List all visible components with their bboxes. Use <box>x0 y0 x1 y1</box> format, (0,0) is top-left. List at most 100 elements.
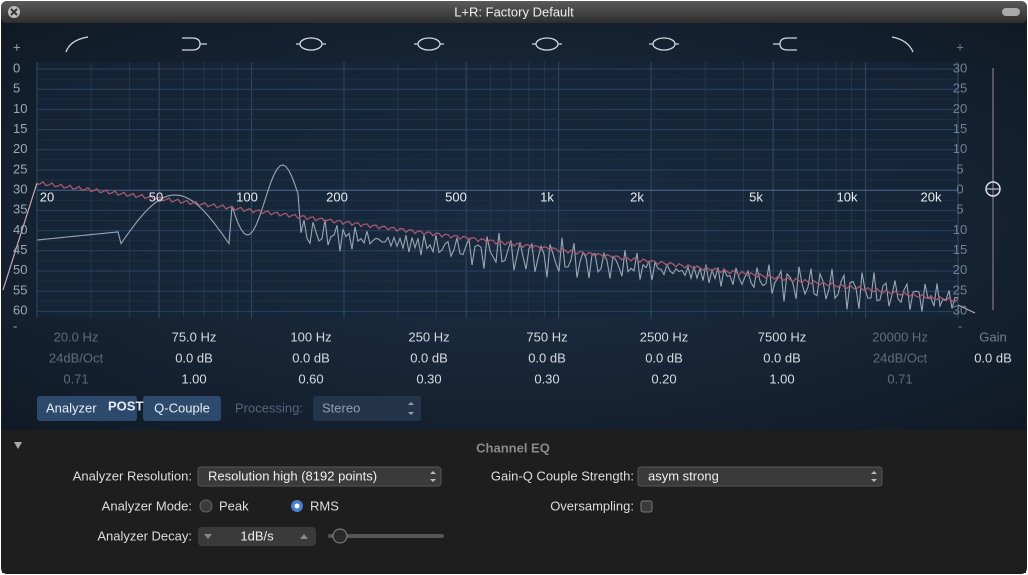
band-gain: 0.0 dB <box>292 350 330 365</box>
analyzer-average <box>36 180 959 303</box>
band-q: 1.00 <box>769 371 794 386</box>
resolution-popup[interactable] <box>197 466 442 487</box>
decay-stepper[interactable] <box>198 527 316 546</box>
band-frequency: 75.0 Hz <box>172 329 217 344</box>
left-scale-label: 25 <box>13 161 27 176</box>
right-scale-label: 30 <box>953 60 967 75</box>
left-scale-label: 50 <box>13 262 27 277</box>
band-gain: 0.0 dB <box>175 350 213 365</box>
left-scale-label: + <box>13 39 21 54</box>
freq-label: 500 <box>445 189 467 204</box>
band-gain: 0.0 dB <box>645 350 683 365</box>
band-frequency: 20000 Hz <box>872 329 928 344</box>
window-title: L+R: Factory Default <box>454 4 574 19</box>
gain-q-value: asym strong <box>648 468 719 483</box>
right-scale-label: + <box>956 39 964 54</box>
band-q: 0.30 <box>416 371 441 386</box>
right-scale-label: 10 <box>953 141 967 156</box>
popup-arrows <box>871 471 877 482</box>
right-scale-label: - <box>958 318 962 333</box>
resolution-value: Resolution high (8192 points) <box>208 468 377 483</box>
freq-label: 200 <box>326 189 348 204</box>
band-frequency: 20.0 Hz <box>54 329 99 344</box>
freq-label: 1k <box>540 189 554 204</box>
mode-option: Peak <box>219 498 249 513</box>
band-q: 0.71 <box>887 371 912 386</box>
band-gain: 24dB/Oct <box>873 350 928 365</box>
left-scale-label: 35 <box>13 202 27 217</box>
band-gain: 0.0 dB <box>763 350 801 365</box>
window-toggle[interactable] <box>1002 8 1020 16</box>
right-scale-label: 20 <box>953 262 967 277</box>
right-scale-label: 0 <box>956 181 963 196</box>
right-scale-label: 5 <box>956 161 963 176</box>
left-scale-label: 55 <box>13 282 27 297</box>
processing-label: Processing: <box>235 400 303 415</box>
right-scale-label: 10 <box>953 222 967 237</box>
left-scale-label: 30 <box>13 181 27 196</box>
decay-value: 1dB/s <box>240 528 274 543</box>
right-scale-label: 25 <box>953 282 967 297</box>
processing-popup[interactable] <box>313 396 421 421</box>
resolution-label: Analyzer Resolution: <box>73 468 192 483</box>
analyzer-button-label: Analyzer <box>46 400 97 415</box>
popup-arrows <box>430 471 436 482</box>
left-scale-label: 0 <box>13 60 20 75</box>
left-scale-label: 20 <box>13 141 27 156</box>
close-icon <box>10 8 18 16</box>
mode-option: RMS <box>310 498 339 513</box>
freq-label: 100 <box>236 189 258 204</box>
right-scale-label: 25 <box>953 81 967 96</box>
panel-title: Channel EQ <box>476 440 550 455</box>
band-q: 0.20 <box>651 371 676 386</box>
analyzer-curve <box>36 164 959 312</box>
gain-q-popup[interactable] <box>637 466 883 487</box>
freq-label: 2k <box>630 189 644 204</box>
band-frequency: 250 Hz <box>408 329 449 344</box>
band-frequency: 7500 Hz <box>758 329 806 344</box>
band-gain: 0.0 dB <box>410 350 448 365</box>
left-scale-label: 10 <box>13 101 27 116</box>
left-scale-label: 45 <box>13 242 27 257</box>
gain-label: Gain <box>979 329 1006 344</box>
band-q: 0.30 <box>534 371 559 386</box>
freq-label: 20 <box>40 189 54 204</box>
oversampling-checkbox[interactable] <box>640 500 653 513</box>
analyzer-button[interactable] <box>37 396 137 421</box>
left-scale-label: 15 <box>13 121 27 136</box>
right-scale-label: 30 <box>953 302 967 317</box>
left-scale-label: - <box>13 318 17 333</box>
q-couple-label: Q-Couple <box>154 400 210 415</box>
right-scale-label: 20 <box>953 101 967 116</box>
post-label: POST <box>108 398 143 413</box>
band-frequency: 100 Hz <box>290 329 331 344</box>
decay-slider-knob[interactable] <box>332 528 348 544</box>
spectrum <box>2 164 976 314</box>
q-couple-button[interactable] <box>143 396 221 421</box>
band-gain: 24dB/Oct <box>49 350 104 365</box>
freq-label: 20k <box>921 189 942 204</box>
highshelf-icon[interactable] <box>773 37 797 51</box>
grid <box>36 62 959 318</box>
band-frequency: 2500 Hz <box>640 329 688 344</box>
band-icons <box>65 36 914 53</box>
gain-q-label: Gain-Q Couple Strength: <box>491 468 634 483</box>
band-q: 0.60 <box>298 371 323 386</box>
disclosure-triangle[interactable] <box>14 442 22 449</box>
left-scale-label: 5 <box>13 81 20 96</box>
settings-panel <box>2 430 1026 573</box>
freq-label: 10k <box>837 189 858 204</box>
lowcut-icon[interactable] <box>65 36 89 53</box>
band-gain: 0.0 dB <box>528 350 566 365</box>
gain-value: 0.0 dB <box>974 350 1012 365</box>
freq-label: 50 <box>149 189 163 204</box>
highcut-icon[interactable] <box>891 36 914 53</box>
radio-dot <box>294 503 300 509</box>
lowshelf-icon[interactable] <box>182 37 207 51</box>
band-q: 1.00 <box>181 371 206 386</box>
eq-curve <box>2 182 976 314</box>
left-scale-label: 40 <box>13 222 27 237</box>
peak-radio[interactable] <box>199 499 213 513</box>
freq-label: 5k <box>749 189 763 204</box>
decay-label: Analyzer Decay: <box>97 528 192 543</box>
